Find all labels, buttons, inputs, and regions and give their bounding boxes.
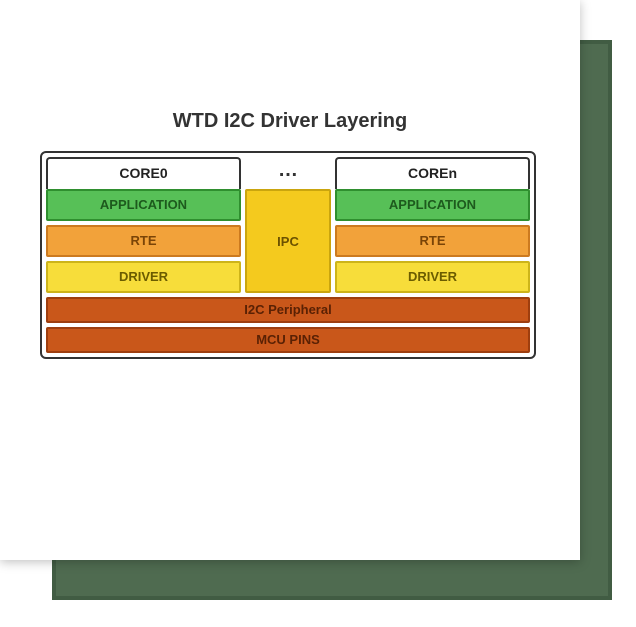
core-header-row: CORE0…COREn (46, 157, 530, 189)
layer-i2c-peripheral: I2C Peripheral (46, 297, 530, 323)
layer-rte: RTE (46, 225, 241, 257)
core-ellipsis: … (245, 157, 331, 189)
layer-ipc: IPC (245, 189, 331, 293)
layer-driver: DRIVER (335, 261, 530, 293)
diagram-container: WTD I2C Driver Layering CORE0…COREn APPL… (40, 110, 540, 359)
layer-application: APPLICATION (335, 189, 530, 221)
core-header: COREn (335, 157, 530, 189)
shared-layers: I2C Peripheral MCU PINS (46, 297, 530, 353)
layer-outline: CORE0…COREn APPLICATION RTE DRIVERIPCAPPLI… (40, 151, 536, 359)
layer-driver: DRIVER (46, 261, 241, 293)
decorative-front-frame: WTD I2C Driver Layering CORE0…COREn APPL… (0, 0, 580, 560)
layer-application: APPLICATION (46, 189, 241, 221)
core-stack-block: APPLICATION RTE DRIVERIPCAPPLICATION RTE DRI… (46, 189, 530, 293)
diagram-title: WTD I2C Driver Layering (40, 110, 540, 133)
layer-rte: RTE (335, 225, 530, 257)
layer-mcu-pins: MCU PINS (46, 327, 530, 353)
core-header: CORE0 (46, 157, 241, 189)
